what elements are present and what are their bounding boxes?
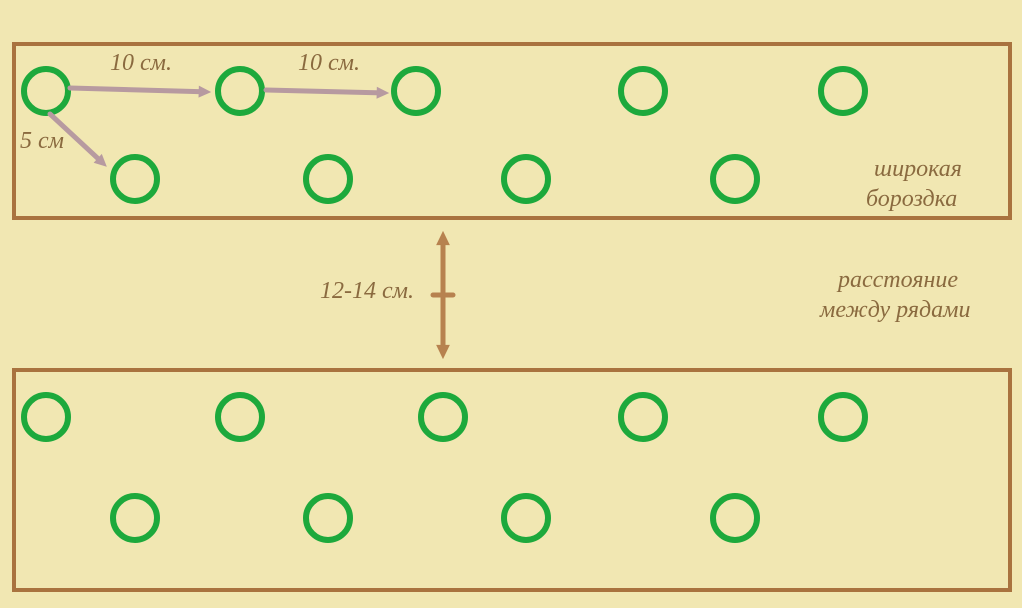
label-r1a: широкая xyxy=(874,156,962,183)
label-h1: 10 см. xyxy=(110,50,172,77)
label-mid: 12-14 см. xyxy=(320,278,414,305)
label-r2a: расстояние xyxy=(838,267,958,294)
label-r1b: бороздка xyxy=(866,186,957,213)
label-d1: 5 см xyxy=(20,128,64,155)
label-r2b: между рядами xyxy=(820,297,970,324)
label-h2: 10 см. xyxy=(298,50,360,77)
